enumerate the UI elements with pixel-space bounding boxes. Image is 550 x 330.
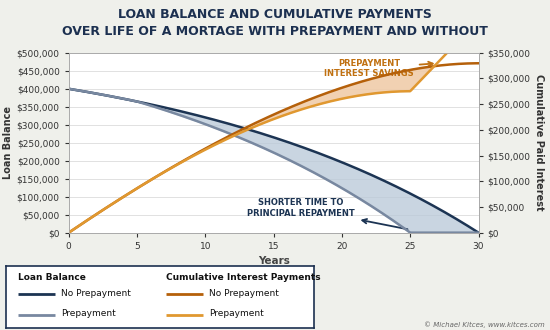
Text: No Prepayment: No Prepayment [61,289,131,298]
Text: Prepayment: Prepayment [209,309,263,318]
Text: PREPAYMENT
INTEREST SAVINGS: PREPAYMENT INTEREST SAVINGS [324,59,433,78]
Y-axis label: Loan Balance: Loan Balance [3,106,13,179]
Text: OVER LIFE OF A MORTAGE WITH PREPAYMENT AND WITHOUT: OVER LIFE OF A MORTAGE WITH PREPAYMENT A… [62,25,488,38]
Text: SHORTER TIME TO
PRINCIPAL REPAYMENT: SHORTER TIME TO PRINCIPAL REPAYMENT [247,198,408,229]
Text: Loan Balance: Loan Balance [18,273,86,282]
Text: No Prepayment: No Prepayment [209,289,279,298]
Text: Cumulative Interest Payments: Cumulative Interest Payments [166,273,320,282]
Text: © Michael Kitces, www.kitces.com: © Michael Kitces, www.kitces.com [424,322,544,328]
Text: LOAN BALANCE AND CUMULATIVE PAYMENTS: LOAN BALANCE AND CUMULATIVE PAYMENTS [118,8,432,21]
Y-axis label: Cumulative Paid Interest: Cumulative Paid Interest [535,74,544,211]
Text: Prepayment: Prepayment [61,309,116,318]
X-axis label: Years: Years [258,256,289,266]
